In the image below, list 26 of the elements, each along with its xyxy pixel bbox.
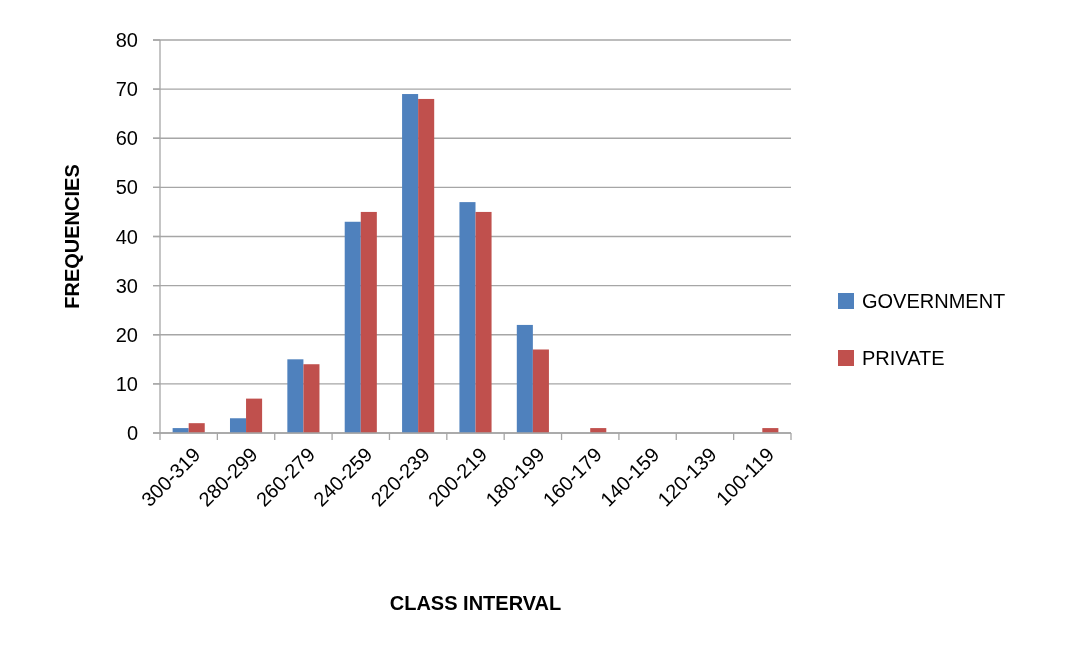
bar — [360, 211, 377, 433]
bar — [188, 423, 205, 433]
y-tick-label: 50 — [115, 176, 138, 199]
y-tick-label: 10 — [115, 372, 138, 395]
y-tick-label: 80 — [115, 29, 138, 51]
bar — [287, 359, 304, 433]
bar — [344, 221, 361, 433]
bar — [516, 324, 533, 433]
legend-label: GOVERNMENT — [862, 290, 1006, 312]
bar — [459, 202, 476, 433]
bar — [418, 98, 435, 433]
y-tick-label: 0 — [126, 422, 138, 444]
y-tick-label: 60 — [115, 127, 138, 150]
bar — [246, 398, 263, 433]
y-tick-label: 70 — [115, 78, 138, 101]
y-axis-title: FREQUENCIES — [61, 164, 83, 309]
y-tick-label: 30 — [115, 274, 138, 297]
bar — [402, 94, 419, 433]
bar — [475, 211, 492, 433]
x-axis-title: CLASS INTERVAL — [389, 592, 562, 614]
bar — [303, 364, 320, 433]
y-tick-label: 40 — [115, 225, 138, 248]
legend-label: PRIVATE — [862, 347, 945, 369]
bar — [229, 418, 247, 433]
y-tick-label: 20 — [115, 323, 138, 346]
bar — [532, 349, 549, 433]
